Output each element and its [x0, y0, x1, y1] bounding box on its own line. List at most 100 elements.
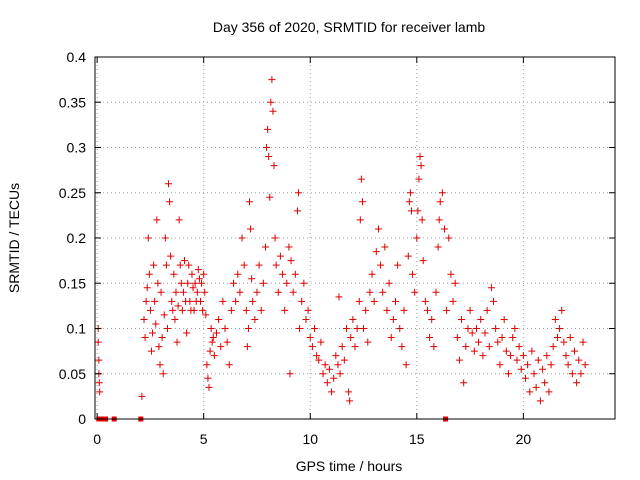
- data-point: [144, 234, 152, 242]
- data-point: [470, 347, 478, 355]
- data-point: [436, 198, 444, 206]
- x-tick-label: 10: [302, 431, 318, 447]
- data-point: [357, 175, 365, 183]
- x-axis-label: GPS time / hours: [296, 458, 403, 474]
- data-point: [177, 279, 185, 287]
- data-point: [267, 98, 275, 106]
- data-point: [240, 261, 248, 269]
- data-point: [265, 153, 273, 161]
- data-point: [394, 261, 402, 269]
- data-point: [173, 338, 181, 346]
- data-point: [270, 162, 278, 170]
- data-point: [346, 397, 354, 405]
- data-point: [271, 234, 279, 242]
- data-point: [246, 198, 254, 206]
- data-point: [238, 234, 246, 242]
- data-point: [547, 361, 555, 369]
- data-point: [156, 361, 164, 369]
- data-point: [377, 261, 385, 269]
- data-point: [356, 216, 364, 224]
- data-point: [441, 225, 449, 233]
- data-point: [153, 216, 161, 224]
- data-point: [483, 306, 491, 314]
- data-point: [221, 325, 229, 332]
- data-point: [402, 361, 410, 369]
- data-point: [405, 198, 413, 206]
- data-point: [494, 338, 502, 346]
- data-point: [302, 315, 310, 323]
- data-point: [263, 144, 271, 151]
- data-point: [255, 261, 263, 269]
- data-point: [183, 329, 191, 337]
- data-point: [389, 315, 397, 323]
- data-point: [95, 356, 103, 364]
- data-point: [417, 162, 425, 170]
- y-axis-label: SRMTID / TECUs: [6, 183, 22, 293]
- data-point: [276, 252, 284, 260]
- data-point: [190, 306, 198, 314]
- data-point: [534, 356, 542, 364]
- data-point: [142, 297, 150, 305]
- data-point: [438, 189, 446, 197]
- y-tick-label: 0: [78, 411, 86, 427]
- data-point: [573, 379, 581, 387]
- data-point: [385, 279, 393, 287]
- data-point: [374, 225, 382, 233]
- data-point: [232, 297, 240, 305]
- data-point: [203, 361, 211, 369]
- data-point: [379, 288, 387, 296]
- data-point: [141, 334, 149, 342]
- data-point: [558, 306, 566, 314]
- data-points: [94, 76, 589, 422]
- data-point: [464, 325, 472, 332]
- data-point: [351, 343, 359, 351]
- x-tick-label: 15: [409, 431, 425, 447]
- data-point: [155, 343, 163, 351]
- data-point: [279, 270, 287, 278]
- data-point: [513, 356, 521, 364]
- data-point: [209, 334, 217, 342]
- data-point: [332, 352, 340, 360]
- data-point: [176, 261, 184, 269]
- data-point: [342, 325, 350, 332]
- data-point: [94, 338, 102, 346]
- data-point: [227, 306, 235, 314]
- data-point: [335, 293, 343, 301]
- data-point: [372, 248, 380, 256]
- data-point: [445, 234, 453, 242]
- data-point: [179, 288, 187, 296]
- data-point: [400, 306, 408, 314]
- data-point: [504, 370, 512, 378]
- data-point: [517, 365, 525, 373]
- data-point: [434, 243, 442, 251]
- data-point: [291, 270, 299, 278]
- data-point: [317, 338, 325, 346]
- data-point: [248, 275, 256, 283]
- data-point: [313, 352, 321, 360]
- data-point: [466, 306, 474, 314]
- data-point: [556, 325, 564, 332]
- data-point: [160, 311, 168, 319]
- data-point: [349, 315, 357, 323]
- data-point: [449, 297, 457, 305]
- data-point: [447, 270, 455, 278]
- y-tick-label: 0.15: [59, 275, 86, 291]
- data-point: [519, 352, 527, 360]
- data-point: [355, 297, 363, 305]
- data-point: [475, 338, 483, 346]
- data-point: [175, 216, 183, 224]
- data-point: [477, 315, 485, 323]
- data-point: [210, 352, 218, 360]
- data-point: [185, 261, 193, 269]
- data-point: [146, 306, 154, 314]
- data-point: [496, 361, 504, 369]
- data-point: [261, 243, 269, 251]
- data-point: [259, 279, 267, 287]
- data-point: [207, 325, 215, 332]
- data-point: [451, 279, 459, 287]
- data-point: [396, 325, 404, 332]
- data-point: [151, 297, 159, 305]
- y-tick-label: 0.4: [67, 49, 87, 65]
- data-point: [551, 315, 559, 323]
- data-point: [295, 189, 303, 197]
